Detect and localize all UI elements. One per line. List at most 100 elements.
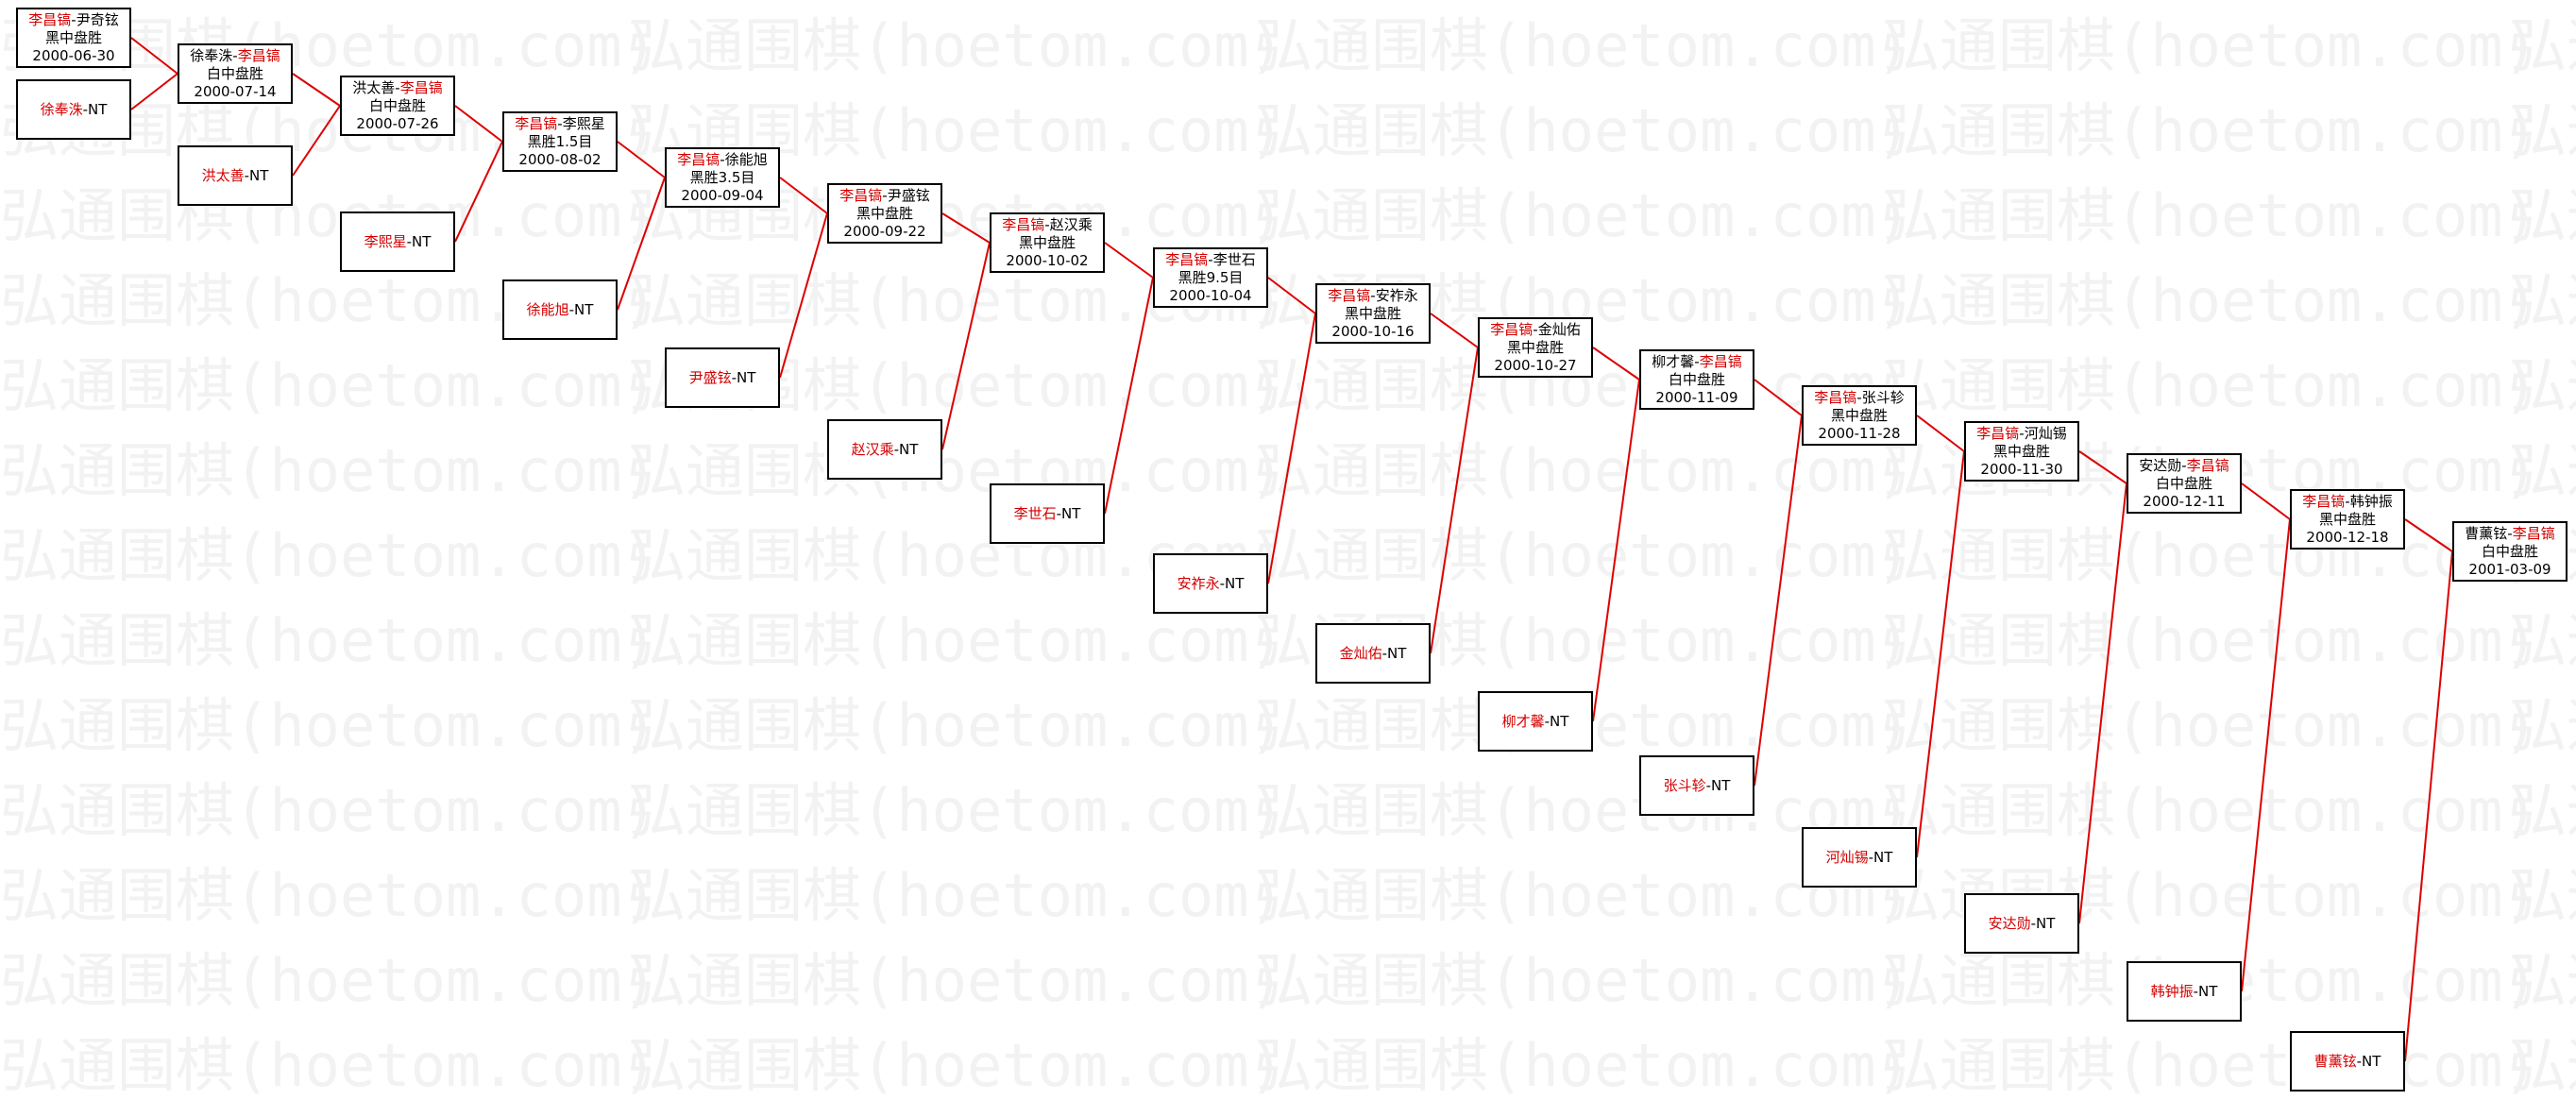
date-text: 2001-03-09 — [2468, 560, 2551, 578]
player-name: 柳才馨- — [1652, 352, 1700, 370]
players-line: 洪太善-李昌镐 — [342, 79, 453, 97]
player-highlight: 李昌镐 — [2186, 456, 2229, 474]
connector-line — [454, 105, 503, 143]
player-highlight: 安达勋 — [1988, 914, 2031, 932]
player-highlight: 金灿佑 — [1339, 644, 1382, 662]
date-text: 2000-09-04 — [681, 186, 764, 204]
players-line: 李昌镐-徐能旭 — [667, 151, 778, 169]
players-line: 曹薰铉-李昌镐 — [2454, 525, 2566, 543]
date-text: 2000-08-02 — [518, 150, 602, 168]
players-line: 安达勋-NT — [1966, 915, 2077, 933]
players-line: 李昌镐-尹盛铉 — [829, 187, 941, 205]
player-name: -NT — [1544, 712, 1569, 730]
player-name: -安祚永 — [1370, 286, 1418, 304]
game-box: 李昌镐-尹奇铉 黑中盘胜 2000-06-30 — [16, 8, 131, 68]
connector-line — [1104, 277, 1154, 515]
game-box: 李昌镐-赵汉乘 黑中盘胜 2000-10-02 — [990, 212, 1105, 273]
result-text: 黑中盘胜 — [856, 204, 913, 222]
players-line: 李昌镐-李世石 — [1155, 251, 1266, 269]
players-line: 张斗轸-NT — [1641, 777, 1753, 795]
player-highlight: 安祚永 — [1177, 574, 1220, 592]
players-line: 李昌镐-张斗轸 — [1804, 389, 1915, 407]
game-box: 赵汉乘-NT — [827, 419, 942, 480]
players-line: 韩钟振-NT — [2128, 983, 2240, 1001]
player-name: 曹薰铉- — [2465, 524, 2513, 542]
game-box: 曹薰铉-李昌镐 白中盘胜 2001-03-09 — [2452, 521, 2568, 582]
players-line: 徐奉洙-NT — [18, 101, 129, 119]
players-line: 李昌镐-安祚永 — [1317, 287, 1429, 305]
players-line: 李熙星-NT — [342, 233, 453, 251]
result-text: 黑中盘胜 — [1018, 233, 1076, 251]
player-highlight: 尹盛铉 — [688, 368, 732, 386]
player-name: -徐能旭 — [720, 150, 768, 168]
connector-line — [941, 212, 991, 244]
date-text: 2000-07-14 — [194, 82, 277, 100]
connector-line — [2078, 482, 2127, 924]
players-line: 李昌镐-赵汉乘 — [991, 216, 1103, 234]
date-text: 2000-10-27 — [1494, 356, 1577, 374]
player-highlight: 李昌镐 — [2512, 524, 2555, 542]
player-highlight: 河灿锡 — [1825, 848, 1869, 866]
game-box: 李熙星-NT — [340, 212, 455, 272]
game-box: 李昌镐-金灿佑 黑中盘胜 2000-10-27 — [1478, 317, 1593, 378]
player-name: 安达勋- — [2139, 456, 2187, 474]
game-box: 洪太善-NT — [178, 145, 293, 206]
game-box: 李昌镐-河灿锡 黑中盘胜 2000-11-30 — [1964, 421, 2079, 482]
player-name: -赵汉乘 — [1044, 215, 1093, 233]
game-box: 徐能旭-NT — [502, 279, 618, 340]
connector-line — [292, 105, 341, 177]
player-name: -金灿佑 — [1533, 320, 1581, 338]
player-highlight: 李昌镐 — [28, 10, 72, 28]
players-line: 李昌镐-李熙星 — [504, 115, 616, 133]
game-box: 安达勋-李昌镐 白中盘胜 2000-12-11 — [2127, 453, 2242, 514]
player-name: -NT — [1705, 776, 1731, 794]
result-text: 黑胜9.5目 — [1178, 268, 1244, 286]
game-box: 张斗轸-NT — [1639, 755, 1754, 816]
players-line: 安祚永-NT — [1155, 575, 1266, 593]
player-name: 徐奉洙- — [190, 46, 238, 64]
players-line: 河灿锡-NT — [1804, 849, 1915, 867]
game-box: 洪太善-李昌镐 白中盘胜 2000-07-26 — [340, 76, 455, 136]
result-text: 黑中盘胜 — [1992, 442, 2050, 460]
connector-line — [941, 242, 991, 450]
player-name: 洪太善- — [352, 78, 400, 96]
player-name: -河灿锡 — [2019, 424, 2067, 442]
connector-line — [1267, 313, 1316, 584]
player-name: -NT — [568, 300, 594, 318]
connector-line — [1430, 313, 1479, 348]
game-box: 安祚永-NT — [1153, 553, 1268, 614]
player-highlight: 李昌镐 — [1814, 388, 1857, 406]
player-highlight: 张斗轸 — [1663, 776, 1706, 794]
player-highlight: 柳才馨 — [1501, 712, 1545, 730]
date-text: 2000-11-28 — [1818, 424, 1901, 442]
player-name: -NT — [2030, 914, 2056, 932]
players-line: 赵汉乘-NT — [829, 441, 941, 459]
result-text: 黑中盘胜 — [2318, 510, 2376, 528]
players-line: 李昌镐-河灿锡 — [1966, 425, 2077, 443]
game-box: 柳才馨-NT — [1478, 691, 1593, 752]
connector-line — [2404, 550, 2453, 1062]
player-highlight: 李昌镐 — [1002, 215, 1045, 233]
game-box: 李昌镐-尹盛铉 黑中盘胜 2000-09-22 — [827, 183, 942, 244]
connector-line — [617, 177, 666, 311]
player-highlight: 李昌镐 — [1328, 286, 1371, 304]
players-line: 洪太善-NT — [179, 167, 291, 185]
game-box: 徐奉洙-NT — [16, 79, 131, 140]
connector-line — [130, 73, 178, 110]
player-name: -NT — [1381, 644, 1407, 662]
result-text: 白中盘胜 — [368, 96, 426, 114]
player-highlight: 徐能旭 — [526, 300, 569, 318]
connector-line — [1916, 415, 1965, 452]
date-text: 2000-07-26 — [356, 114, 439, 132]
connector-line — [1592, 347, 1640, 381]
players-line: 徐奉洙-李昌镐 — [179, 47, 291, 65]
game-box: 安达勋-NT — [1964, 893, 2079, 954]
game-box: 李昌镐-韩钟振 黑中盘胜 2000-12-18 — [2290, 489, 2405, 550]
date-text: 2000-10-02 — [1006, 251, 1089, 269]
connector-line — [1916, 450, 1965, 858]
players-line: 柳才馨-NT — [1480, 713, 1591, 731]
date-text: 2000-06-30 — [32, 46, 115, 64]
player-name: -尹奇铉 — [71, 10, 119, 28]
player-name: -NT — [82, 100, 108, 118]
connector-line — [2241, 482, 2291, 520]
